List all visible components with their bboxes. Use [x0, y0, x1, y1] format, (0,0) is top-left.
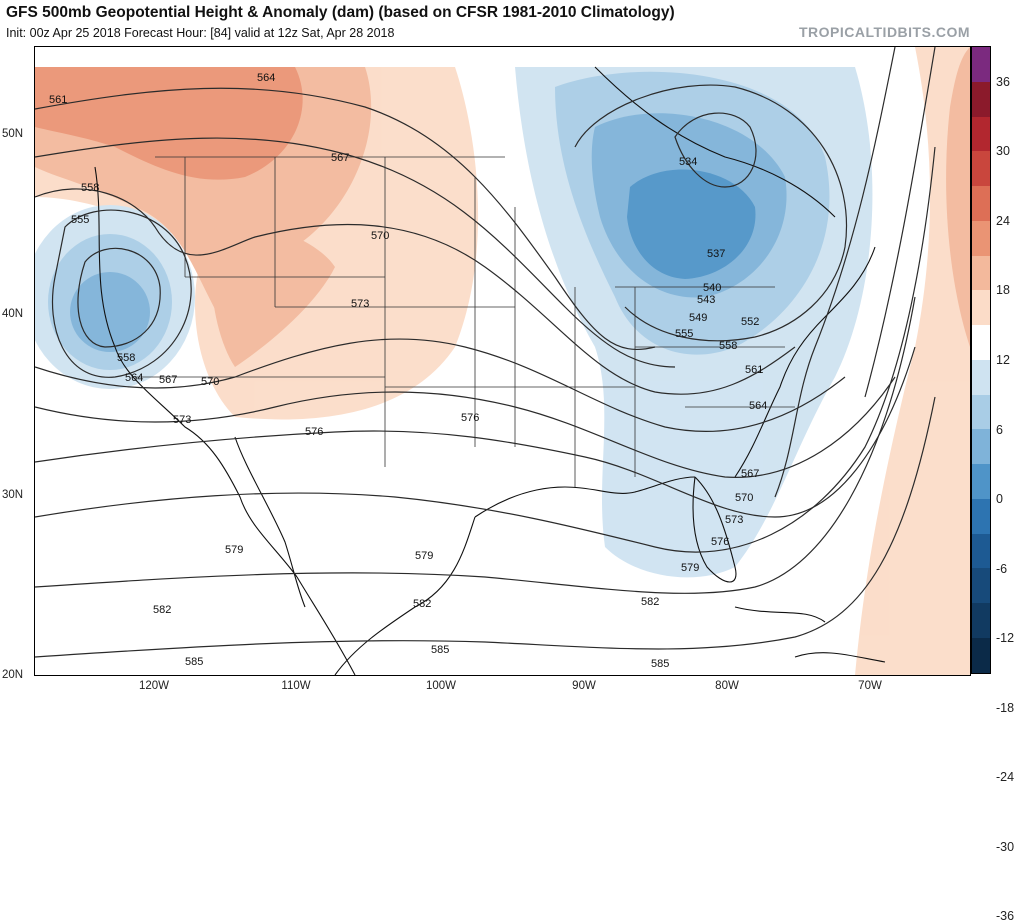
- contour-label: 582: [641, 596, 659, 608]
- colorbar-segment: [972, 116, 990, 152]
- colorbar-label: -6: [996, 561, 1008, 576]
- contour-label: 558: [117, 352, 135, 364]
- contour-label: 570: [201, 376, 219, 388]
- colorbar-segment: [972, 290, 990, 326]
- contour-label: 570: [735, 492, 753, 504]
- map-subtitle: Init: 00z Apr 25 2018 Forecast Hour: [84…: [6, 26, 395, 40]
- colorbar-label: -24: [996, 770, 1015, 785]
- contour-label: 567: [159, 374, 177, 386]
- contour-labels: 561 564 567 558 555 570 573 576 558 564 …: [49, 72, 767, 670]
- colorbar-segment: [972, 186, 990, 221]
- contour-label: 573: [725, 514, 743, 526]
- lon-label: 110W: [281, 680, 311, 692]
- contour-label: 576: [711, 536, 729, 548]
- contour-label: 564: [125, 372, 143, 384]
- colorbar-label: -12: [996, 631, 1015, 646]
- contour-label: 585: [431, 644, 449, 656]
- contour-label: 582: [153, 604, 171, 616]
- lon-label: 80W: [715, 680, 739, 692]
- colorbar-segment: [972, 568, 990, 604]
- contour-label: 582: [413, 598, 431, 610]
- colorbar-segment: [972, 151, 990, 187]
- contour-label: 561: [745, 364, 763, 376]
- colorbar-label: -30: [996, 839, 1015, 854]
- contour-label: 567: [331, 152, 349, 164]
- colorbar-segment: [972, 394, 990, 430]
- brand-watermark: TROPICALTIDBITS.COM: [798, 24, 970, 40]
- contour-label: 579: [225, 544, 243, 556]
- colorbar-segment: [972, 325, 990, 360]
- contour-label: 576: [305, 426, 323, 438]
- contour-label: 555: [675, 328, 693, 340]
- colorbar-label: 0: [996, 492, 1003, 507]
- coastlines: [94, 66, 886, 675]
- contour-label: 558: [81, 182, 99, 194]
- colorbar-label: 18: [996, 283, 1010, 298]
- contour-label: 585: [185, 656, 203, 668]
- contour-label: 579: [681, 562, 699, 574]
- contour-label: 561: [49, 94, 67, 106]
- contour-label: 549: [689, 312, 707, 324]
- contour-label: 540: [703, 282, 721, 294]
- contour-label: 573: [351, 298, 369, 310]
- colorbar-segment: [972, 359, 990, 395]
- anomaly-shading: [35, 47, 970, 675]
- contour-label: 570: [371, 230, 389, 242]
- colorbar-segment: [972, 464, 990, 499]
- colorbar-label: 36: [996, 74, 1010, 89]
- contour-label: 585: [651, 658, 669, 670]
- map-title: GFS 500mb Geopotential Height & Anomaly …: [6, 4, 675, 21]
- contour-label: 543: [697, 294, 715, 306]
- colorbar-segment: [972, 47, 990, 82]
- contour-label: 564: [749, 400, 767, 412]
- lon-label: 120W: [138, 680, 170, 692]
- colorbar-label: 24: [996, 213, 1010, 228]
- lat-label: 40N: [2, 308, 24, 320]
- borders: [135, 156, 795, 487]
- contour-label: 573: [173, 414, 191, 426]
- contour-label: 534: [679, 156, 697, 168]
- contour-label: 564: [257, 72, 275, 84]
- weather-map: 561 564 567 558 555 570 573 576 558 564 …: [34, 46, 971, 676]
- colorbar-segment: [972, 429, 990, 465]
- colorbar-segment: [972, 603, 990, 639]
- colorbar-segment: [972, 220, 990, 256]
- contour-label: 576: [461, 412, 479, 424]
- contour-label: 555: [71, 214, 89, 226]
- colorbar: [971, 46, 991, 674]
- colorbar-label: 6: [996, 422, 1003, 437]
- colorbar-segment: [972, 498, 990, 534]
- colorbar-label: 30: [996, 144, 1010, 159]
- colorbar-segment: [972, 81, 990, 117]
- lat-label: 50N: [2, 128, 24, 140]
- colorbar-label: -18: [996, 700, 1015, 715]
- contour-label: 537: [707, 248, 725, 260]
- lat-label: 30N: [2, 489, 24, 501]
- lon-label: 90W: [572, 680, 596, 692]
- lon-label: 100W: [425, 680, 457, 692]
- contour-label: 558: [719, 340, 737, 352]
- contour-label: 567: [741, 468, 759, 480]
- contour-label: 579: [415, 550, 433, 562]
- colorbar-segment: [972, 533, 990, 569]
- lat-label: 20N: [2, 669, 24, 681]
- colorbar-segment: [972, 638, 990, 673]
- colorbar-segment: [972, 255, 990, 291]
- colorbar-label: 12: [996, 353, 1010, 367]
- colorbar-label: -36: [996, 909, 1015, 923]
- contour-label: 552: [741, 316, 759, 328]
- height-contours: [35, 47, 936, 658]
- lon-label: 70W: [858, 680, 882, 692]
